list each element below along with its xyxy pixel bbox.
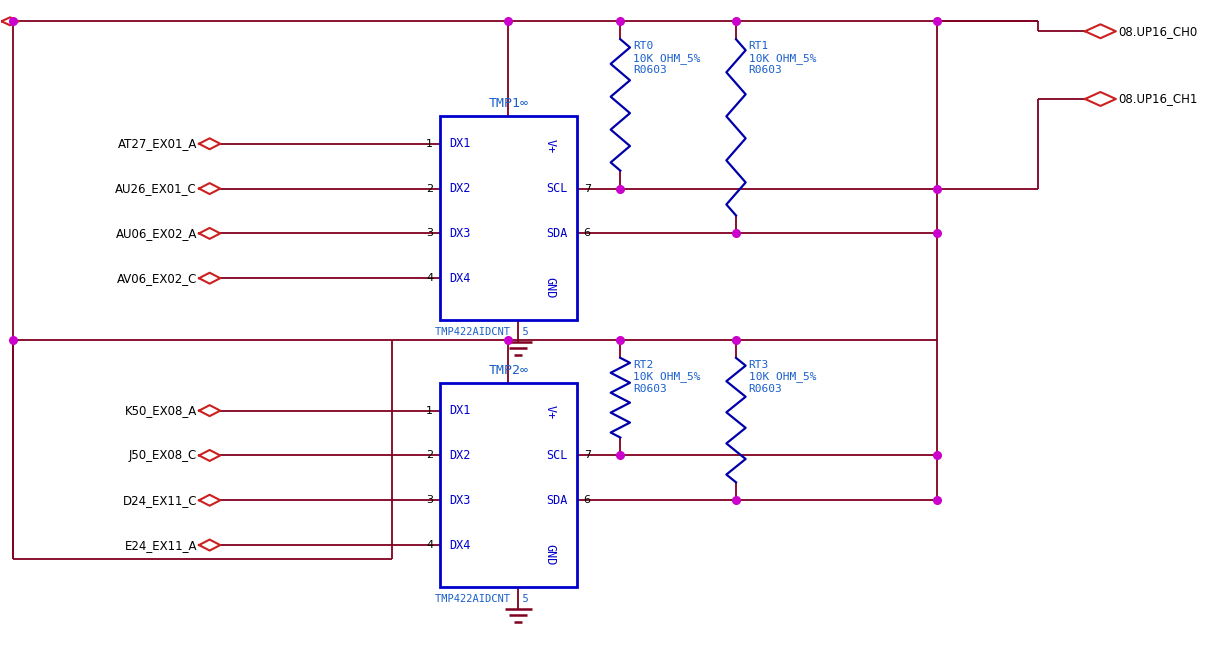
Text: 2: 2	[426, 183, 434, 194]
Text: AU26_EX01_C: AU26_EX01_C	[115, 182, 197, 195]
Text: AT27_EX01_A: AT27_EX01_A	[117, 137, 197, 150]
Bar	[440, 383, 577, 587]
Text: RT1
10K OHM_5%
R0603: RT1 10K OHM_5% R0603	[749, 41, 817, 75]
Text: SCL: SCL	[546, 449, 568, 462]
Text: DX2: DX2	[449, 449, 471, 462]
Text: J50_EX08_C: J50_EX08_C	[129, 449, 197, 462]
Text: DX1: DX1	[449, 404, 471, 417]
Text: TMP1∞: TMP1∞	[488, 97, 528, 110]
Bar	[440, 116, 577, 320]
Text: 1: 1	[426, 406, 434, 415]
Text: RT3
10K OHM_5%
R0603: RT3 10K OHM_5% R0603	[749, 360, 817, 394]
Text: 3: 3	[426, 228, 434, 239]
Text: TMP2∞: TMP2∞	[488, 364, 528, 377]
Text: DX4: DX4	[449, 272, 471, 285]
Text: D24_EX11_C: D24_EX11_C	[122, 494, 197, 507]
Text: TMP422AIDCNT  5: TMP422AIDCNT 5	[435, 327, 529, 337]
Text: TMP422AIDCNT  5: TMP422AIDCNT 5	[435, 594, 529, 604]
Text: SDA: SDA	[546, 227, 568, 240]
Text: RT2
10K OHM_5%
R0603: RT2 10K OHM_5% R0603	[633, 360, 701, 394]
Text: E24_EX11_A: E24_EX11_A	[124, 539, 197, 552]
Text: DX2: DX2	[449, 182, 471, 195]
Text: V+: V+	[544, 138, 557, 153]
Text: 4: 4	[426, 273, 434, 283]
Text: 6: 6	[583, 495, 591, 505]
Text: SCL: SCL	[546, 182, 568, 195]
Text: 6: 6	[583, 228, 591, 239]
Text: DX4: DX4	[449, 539, 471, 552]
Text: 7: 7	[583, 183, 591, 194]
Text: 08.UP16_CH1: 08.UP16_CH1	[1117, 92, 1197, 105]
Text: 1: 1	[426, 139, 434, 149]
Text: SDA: SDA	[546, 494, 568, 507]
Text: GND: GND	[544, 278, 557, 299]
Text: RT0
10K OHM_5%
R0603: RT0 10K OHM_5% R0603	[633, 41, 701, 75]
Text: 3: 3	[426, 495, 434, 505]
Text: 4: 4	[426, 540, 434, 550]
Text: DX3: DX3	[449, 227, 471, 240]
Text: AV06_EX02_C: AV06_EX02_C	[117, 272, 197, 285]
Text: DX1: DX1	[449, 137, 471, 150]
Text: GND: GND	[544, 544, 557, 566]
Text: V+: V+	[544, 406, 557, 420]
Text: AU06_EX02_A: AU06_EX02_A	[116, 227, 197, 240]
Text: K50_EX08_A: K50_EX08_A	[124, 404, 197, 417]
Text: 08.UP16_CH0: 08.UP16_CH0	[1117, 25, 1197, 38]
Text: DX3: DX3	[449, 494, 471, 507]
Text: 7: 7	[583, 450, 591, 460]
Text: 2: 2	[426, 450, 434, 460]
